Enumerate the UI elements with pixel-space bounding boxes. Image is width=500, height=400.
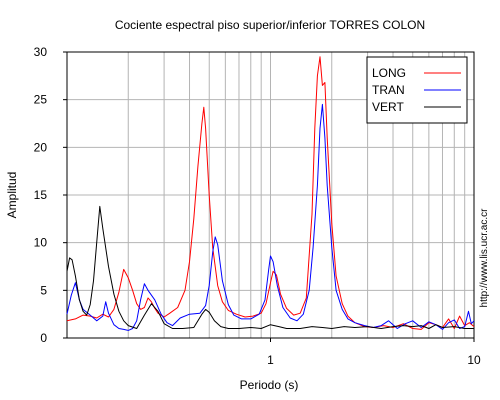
y-tick-label: 5: [40, 283, 47, 297]
y-axis-ticks: 0 5 10 15 20 25 30: [34, 45, 67, 345]
legend: LONG TRAN VERT: [366, 56, 468, 124]
y-tick-label: 30: [34, 45, 48, 59]
legend-label-vert: VERT: [372, 100, 404, 114]
side-url-text: http://www.lis.ucr.ac.cr: [479, 208, 490, 308]
y-tick-label: 25: [34, 93, 48, 107]
y-tick-label: 20: [34, 140, 48, 154]
y-tick-label: 15: [34, 188, 48, 202]
y-tick-label: 10: [34, 236, 48, 250]
legend-label-tran: TRAN: [372, 83, 405, 97]
x-axis-label: Periodo (s): [240, 378, 299, 392]
y-tick-label: 0: [40, 331, 47, 345]
series-group: [66, 56, 475, 331]
x-tick-label: 10: [467, 353, 481, 367]
chart-title: Cociente espectral piso superior/inferio…: [115, 18, 425, 32]
x-tick-label: 1: [267, 353, 274, 367]
series-line-vert: [66, 205, 474, 329]
y-axis-label: Amplitud: [5, 172, 19, 219]
x-axis-ticks: 1 10: [267, 338, 481, 367]
legend-label-long: LONG: [372, 66, 406, 80]
